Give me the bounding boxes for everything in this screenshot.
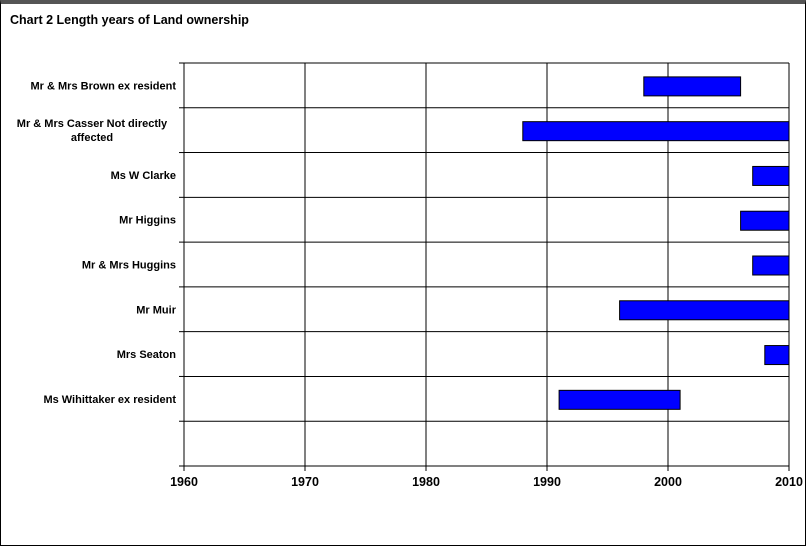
category-label: Mrs Seaton [117, 349, 177, 361]
bar [752, 255, 790, 276]
x-tick-label: 1970 [291, 475, 319, 489]
category-label-line: Mr & Mrs Huggins [82, 260, 176, 272]
category-label-line: Mr & Mrs Casser Not directly [17, 118, 168, 130]
x-tick-label: 1980 [412, 475, 440, 489]
category-label: Mr & Mrs Casser Not directly affected [17, 118, 168, 144]
x-tick-label: 1990 [533, 475, 561, 489]
category-label-line: Mr Muir [136, 304, 176, 316]
category-label-line: Ms Wihittaker ex resident [43, 394, 176, 406]
x-tick-label: 1960 [170, 475, 198, 489]
bar [740, 210, 790, 231]
category-label: Mr Muir [136, 304, 176, 316]
x-tick-label: 2000 [654, 475, 682, 489]
category-label-line: Mr Higgins [119, 215, 176, 227]
category-label-line: Ms W Clarke [111, 170, 176, 182]
category-label-line: Mr & Mrs Brown ex resident [31, 80, 177, 92]
category-label: Ms Wihittaker ex resident [43, 394, 176, 406]
category-label-line: affected [71, 132, 113, 144]
bar [619, 300, 790, 321]
bar [643, 76, 742, 97]
chart-title: Chart 2 Length years of Land ownership [10, 13, 249, 27]
bar [764, 345, 790, 366]
category-label: Ms W Clarke [111, 170, 176, 182]
bar [558, 389, 681, 410]
category-label: Mr & Mrs Huggins [82, 260, 176, 272]
category-label: Mr Higgins [119, 215, 176, 227]
category-label-line: Mrs Seaton [117, 349, 177, 361]
bar [522, 121, 790, 142]
x-tick-label: 2010 [775, 475, 803, 489]
bar [752, 165, 790, 186]
category-label: Mr & Mrs Brown ex resident [31, 80, 177, 92]
